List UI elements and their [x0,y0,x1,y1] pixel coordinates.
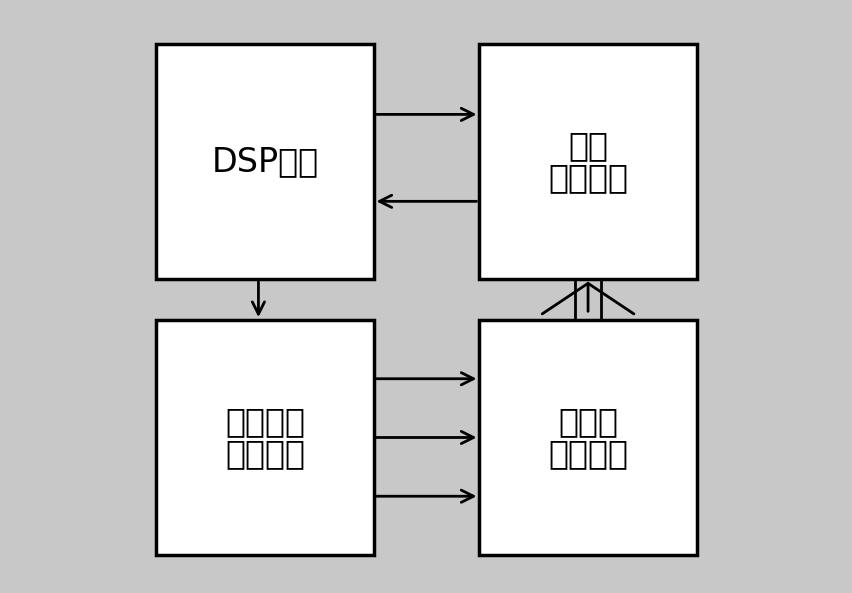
Text: 生物芯片: 生物芯片 [547,437,627,470]
FancyBboxPatch shape [156,44,373,279]
Text: DSP系统: DSP系统 [211,145,318,178]
Text: 显微: 显微 [567,129,607,162]
FancyBboxPatch shape [479,320,696,555]
FancyBboxPatch shape [479,44,696,279]
Text: 电旋转: 电旋转 [557,405,618,438]
Text: 四相宽频: 四相宽频 [225,405,305,438]
Text: 同步电源: 同步电源 [225,437,305,470]
Text: 视频系统: 视频系统 [547,161,627,194]
FancyBboxPatch shape [156,320,373,555]
